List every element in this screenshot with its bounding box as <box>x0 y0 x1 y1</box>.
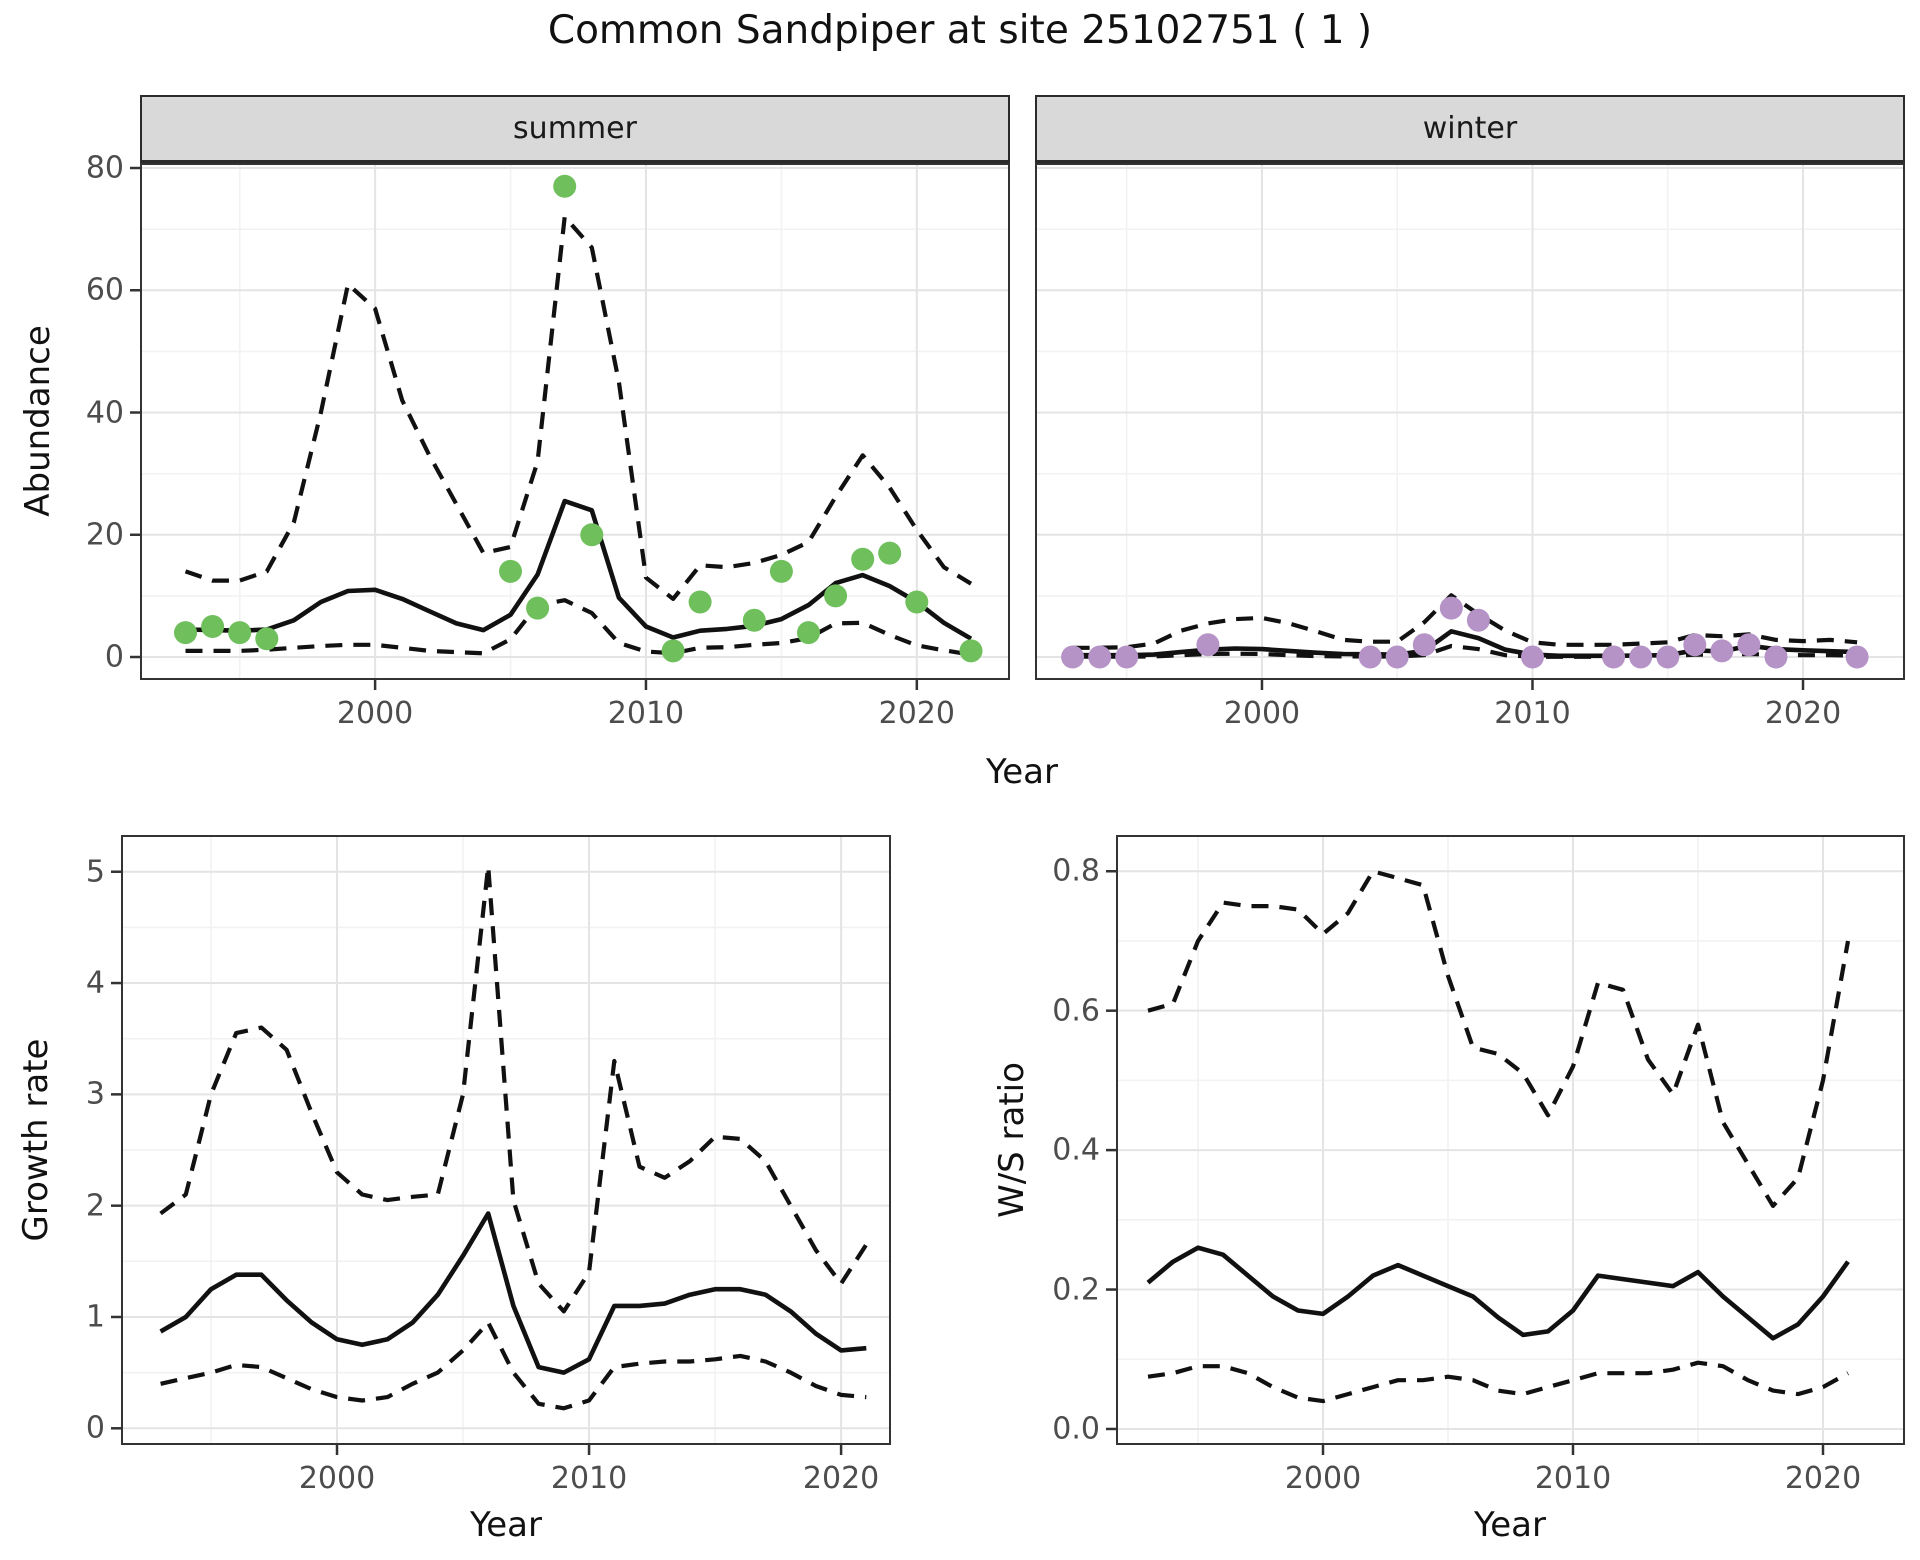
y-tick-label: 5 <box>85 854 105 890</box>
plot-title: Common Sandpiper at site 25102751 ( 1 ) <box>547 8 1373 53</box>
observation-point <box>1683 633 1707 657</box>
x-tick-label: 2000 <box>1284 1461 1362 1496</box>
lower_ci-line <box>185 598 972 657</box>
observation-point <box>553 174 577 198</box>
bottom-right-year-axis-title: Year <box>1474 1505 1546 1545</box>
upper_ci-line <box>184 214 973 601</box>
facet-strip-summer: summer <box>140 95 1010 163</box>
observation-point <box>769 559 793 583</box>
x-tick-label: 2010 <box>607 696 685 731</box>
observation-point <box>797 621 820 645</box>
growth_rate-plot <box>121 835 891 1445</box>
observation-point <box>228 621 252 645</box>
x-tick-label: 2010 <box>550 1461 628 1496</box>
observation-point <box>1656 645 1680 669</box>
observation-point <box>1439 596 1463 620</box>
y-tick-label: 0.8 <box>1052 853 1100 889</box>
x-tick-label: 2020 <box>1784 1461 1862 1496</box>
y-tick-label: 20 <box>85 517 124 553</box>
y-tick-label: 4 <box>85 965 105 1001</box>
y-tick-label: 0 <box>104 639 124 675</box>
panel-border <box>1116 835 1905 1445</box>
y-tick-label: 2 <box>85 1188 105 1224</box>
fit-line <box>185 498 973 641</box>
ws_ratio-plot <box>1116 835 1905 1445</box>
x-tick-label: 2000 <box>1223 696 1301 731</box>
observation-point <box>201 615 225 638</box>
x-tick-label: 2000 <box>298 1461 376 1496</box>
lower_ci-line <box>160 1320 867 1411</box>
facet-strip-label: winter <box>1422 111 1518 146</box>
lower_ci-line <box>1147 1360 1850 1404</box>
fit-line <box>159 1211 867 1375</box>
observation-point <box>499 559 522 583</box>
facet-strip-winter: winter <box>1035 95 1905 163</box>
x-tick-label: 2000 <box>336 696 414 731</box>
observation-point <box>1115 645 1139 669</box>
x-tick-label: 2010 <box>1494 696 1571 731</box>
gridlines <box>1116 835 1905 1445</box>
observation-point <box>1737 633 1761 657</box>
observation-point <box>1764 645 1788 669</box>
x-tick-label: 2020 <box>802 1461 880 1496</box>
top-year-axis-title: Year <box>986 752 1058 792</box>
y-tick-label: 0.2 <box>1052 1272 1100 1308</box>
observation-point <box>1710 639 1734 663</box>
observation-point <box>1602 645 1626 669</box>
y-tick-label: 0.0 <box>1052 1411 1100 1447</box>
observation-point <box>878 541 902 565</box>
abundance_summer-plot <box>140 163 1010 680</box>
y-tick-label: 1 <box>85 1299 105 1335</box>
fit-line <box>1146 1245 1850 1341</box>
observation-point <box>1385 645 1409 669</box>
facet-strip-label: summer <box>513 111 637 146</box>
y-tick-label: 3 <box>85 1076 105 1112</box>
abundance_winter-plot <box>1035 163 1905 680</box>
observation-point <box>1629 645 1653 669</box>
observation-point <box>1845 645 1869 669</box>
bottom-left-year-axis-title: Year <box>470 1505 542 1545</box>
gridlines <box>1035 163 1905 680</box>
observation-point <box>1061 645 1085 669</box>
observation-point <box>1196 633 1220 657</box>
observation-point <box>688 590 712 614</box>
x-tick-label: 2020 <box>878 696 955 731</box>
observation-point <box>255 627 279 651</box>
panel-border <box>121 835 891 1445</box>
y-tick-label: 80 <box>85 150 124 186</box>
upper_ci-line <box>159 864 869 1314</box>
panel-border <box>1035 163 1905 680</box>
x-tick-label: 2020 <box>1764 696 1842 731</box>
observation-point <box>661 639 685 663</box>
y-tick-label: 0.6 <box>1052 993 1100 1029</box>
observation-point <box>580 523 604 547</box>
observation-point <box>174 621 197 645</box>
observation-point <box>1466 608 1490 632</box>
y-tick-label: 0 <box>85 1410 105 1446</box>
observation-point <box>742 608 766 632</box>
observed-points <box>174 174 983 663</box>
y-tick-label: 0.4 <box>1052 1132 1100 1168</box>
gridlines <box>121 835 891 1445</box>
observation-point <box>905 590 929 614</box>
observation-point <box>824 584 848 608</box>
observation-point <box>851 547 875 571</box>
observation-point <box>1088 645 1112 669</box>
observation-point <box>1358 645 1382 669</box>
observation-point <box>1521 645 1544 669</box>
y-tick-label: 60 <box>85 272 124 308</box>
observation-point <box>959 639 983 663</box>
observed-points <box>1061 596 1869 669</box>
y-tick-label: 40 <box>85 395 124 430</box>
gridlines <box>140 163 1010 680</box>
panel-border <box>140 163 1010 680</box>
observation-point <box>1412 633 1436 657</box>
upper_ci-line <box>1072 593 1858 650</box>
observation-point <box>526 596 550 620</box>
upper_ci-line <box>1147 869 1851 1208</box>
x-tick-label: 2010 <box>1534 1461 1612 1496</box>
